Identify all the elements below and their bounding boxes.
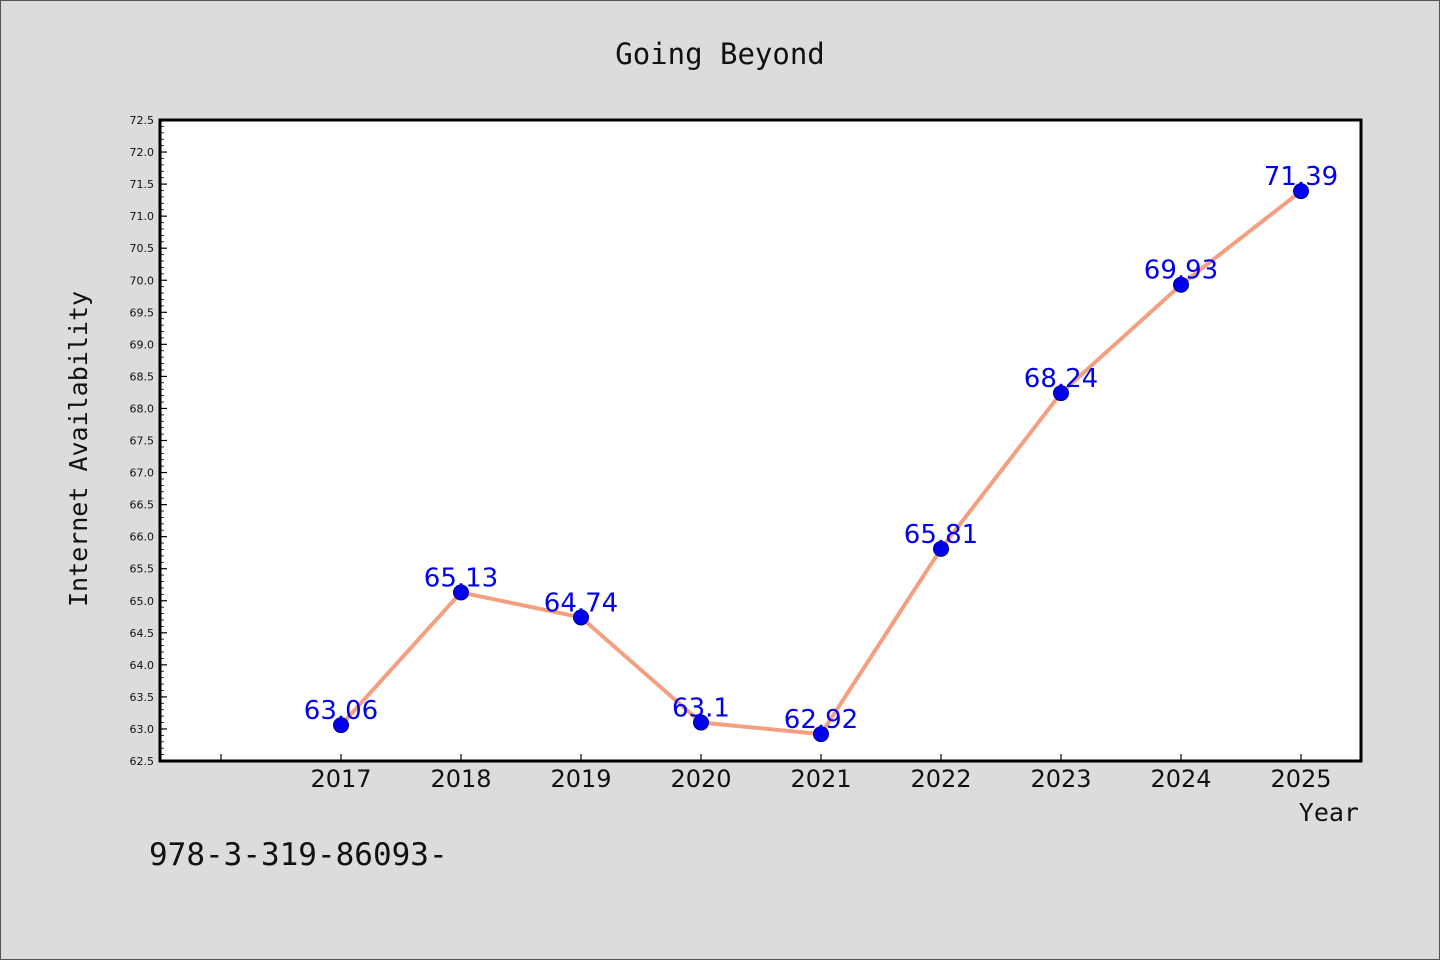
data-labels: 63.06 65.13 64.74 63.1 62.92 65.81 68.24 69.93 7… [304,162,1338,735]
x-tick-label: 2019 [550,765,611,793]
data-point [1173,276,1189,293]
footer-isbn-text: 978-3-319-86093- [149,837,448,873]
x-tick-label: 2017 [310,765,371,793]
x-tick-label: 2020 [670,765,731,793]
data-label: 63.1 [672,694,730,724]
y-tick-label: 63.0 [130,723,155,736]
y-tick-label: 68.0 [130,402,155,415]
y-tick-label: 65.0 [130,595,155,608]
x-tick-label: 2025 [1270,765,1331,793]
x-tick-label: 2023 [1030,765,1091,793]
x-axis-label: Year [1299,798,1359,827]
y-tick-label: 66.0 [130,531,155,544]
y-tick-label: 67.5 [130,435,155,448]
x-axis-ticks: 2017 2018 2019 2020 2021 2022 2023 2024 2025 [220,754,1332,793]
data-point [1053,385,1069,402]
data-point [693,714,709,731]
plot-area [158,118,1363,763]
data-label: 65.13 [424,563,498,593]
data-label: 65.81 [904,520,978,550]
x-tick-label: 2021 [790,765,851,793]
chart-title: Going Beyond [615,37,825,71]
y-tick-label: 70.5 [130,242,155,255]
data-label: 63.06 [304,696,378,726]
x-tick-label: 2022 [910,765,971,793]
y-tick-label: 65.5 [130,563,155,576]
y-tick-label: 64.5 [130,627,155,640]
y-tick-label: 71.5 [130,178,155,191]
data-label: 71.39 [1264,162,1338,192]
data-point [1293,183,1309,200]
y-tick-label: 67.0 [130,467,155,480]
y-axis-label: Internet Availability [64,291,93,607]
data-point [573,609,589,626]
y-tick-label: 69.0 [130,338,155,351]
y-axis-ticks: 62.5 63.0 63.5 64.0 64.5 65.0 65.5 66.0 66.5 67.0… [130,114,167,768]
y-tick-label: 68.5 [130,370,155,383]
y-tick-label: 63.5 [130,691,155,704]
data-point [813,726,829,743]
data-label: 68.24 [1024,364,1098,394]
data-label: 69.93 [1144,256,1218,286]
y-tick-label: 62.5 [130,755,155,768]
data-point [333,717,349,734]
y-tick-label: 64.0 [130,659,155,672]
data-label: 62.92 [784,705,858,735]
y-tick-label: 72.0 [130,146,155,159]
y-tick-label: 72.5 [130,114,155,127]
y-tick-label: 71.0 [130,210,155,223]
x-tick-label: 2024 [1150,765,1211,793]
data-point [453,584,469,601]
y-tick-label: 69.5 [130,306,155,319]
y-tick-label: 70.0 [130,274,155,287]
data-label: 64.74 [544,588,618,618]
y-tick-label: 66.5 [130,499,155,512]
data-point [933,540,949,557]
x-tick-label: 2018 [430,765,491,793]
series-markers [333,183,1309,743]
